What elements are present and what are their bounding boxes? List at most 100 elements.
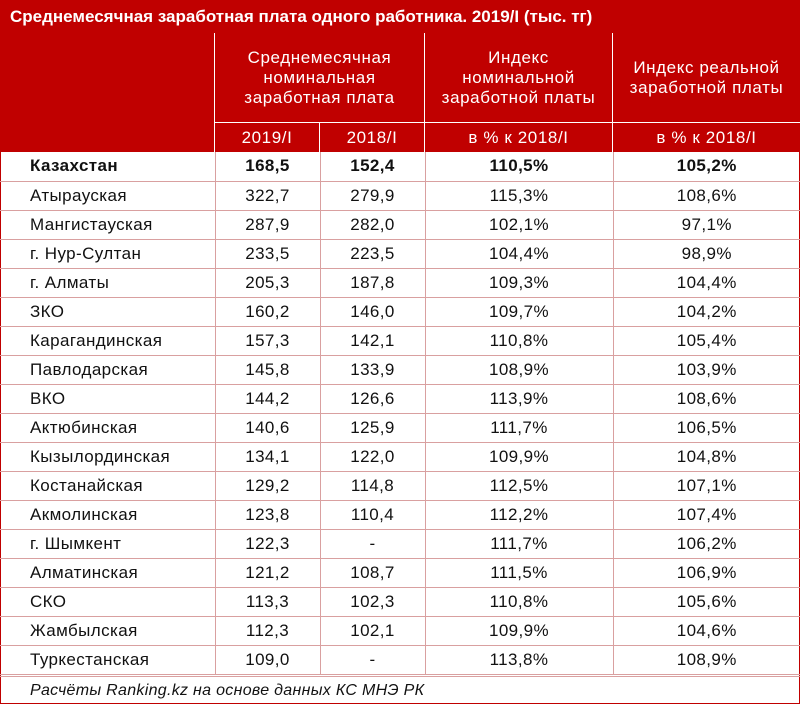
nominal-index-cell: 112,2% <box>425 500 614 530</box>
nominal-index-cell: 110,5% <box>425 152 614 182</box>
nominal-index-cell: 115,3% <box>425 181 614 211</box>
salary-2019-cell: 113,3 <box>215 587 321 617</box>
real-index-cell: 107,1% <box>613 471 800 501</box>
salary-2018-cell: 279,9 <box>320 181 426 211</box>
salary-2018-cell: - <box>320 529 426 559</box>
header-sub-nominal-pct: в % к 2018/I <box>468 127 569 147</box>
salary-2018-cell: 125,9 <box>320 413 426 443</box>
source-note: Расчёты Ranking.kz на основе данных КС М… <box>0 676 800 704</box>
nominal-index-cell: 102,1% <box>425 210 614 240</box>
salary-2018-cell: 223,5 <box>320 239 426 269</box>
real-index-cell: 108,6% <box>613 384 800 414</box>
region-cell: Алматинская <box>0 558 216 588</box>
real-index-cell: 104,2% <box>613 297 800 327</box>
salary-2019-cell: 121,2 <box>215 558 321 588</box>
nominal-index-cell: 111,7% <box>425 529 614 559</box>
nominal-index-cell: 109,7% <box>425 297 614 327</box>
salary-2018-cell: 126,6 <box>320 384 426 414</box>
real-index-cell: 104,6% <box>613 616 800 646</box>
salary-2018-cell: 122,0 <box>320 442 426 472</box>
table-row: Карагандинская 157,3 142,1 110,8% 105,4% <box>0 326 800 356</box>
nominal-index-cell: 111,5% <box>425 558 614 588</box>
header-sub-2019: 2019/I <box>241 127 293 147</box>
real-index-cell: 104,8% <box>613 442 800 472</box>
region-cell: г. Нур-Султан <box>0 239 216 269</box>
real-index-cell: 97,1% <box>613 210 800 240</box>
salary-2019-cell: 287,9 <box>215 210 321 240</box>
salary-2018-cell: 152,4 <box>320 152 426 182</box>
region-cell: Костанайская <box>0 471 216 501</box>
salary-2018-cell: 133,9 <box>320 355 426 385</box>
region-cell: Кызылординская <box>0 442 216 472</box>
salary-2019-cell: 160,2 <box>215 297 321 327</box>
table-row: Актюбинская 140,6 125,9 111,7% 106,5% <box>0 413 800 443</box>
salary-2019-cell: 123,8 <box>215 500 321 530</box>
nominal-index-cell: 109,9% <box>425 616 614 646</box>
real-index-cell: 106,9% <box>613 558 800 588</box>
table-row: Кызылординская 134,1 122,0 109,9% 104,8% <box>0 442 800 472</box>
salary-2018-cell: - <box>320 645 426 675</box>
header-nominal-salary: Среднемесячная номинальная заработная пл… <box>244 47 395 107</box>
nominal-index-cell: 111,7% <box>425 413 614 443</box>
table-row: Павлодарская 145,8 133,9 108,9% 103,9% <box>0 355 800 385</box>
salary-2019-cell: 144,2 <box>215 384 321 414</box>
nominal-index-cell: 104,4% <box>425 239 614 269</box>
real-index-cell: 106,2% <box>613 529 800 559</box>
salary-2019-cell: 109,0 <box>215 645 321 675</box>
nominal-index-cell: 113,8% <box>425 645 614 675</box>
table-row: г. Алматы 205,3 187,8 109,3% 104,4% <box>0 268 800 298</box>
region-cell: Павлодарская <box>0 355 216 385</box>
nominal-index-cell: 110,8% <box>425 326 614 356</box>
salary-2019-cell: 112,3 <box>215 616 321 646</box>
region-cell: Казахстан <box>0 152 216 182</box>
real-index-cell: 105,4% <box>613 326 800 356</box>
real-index-cell: 108,6% <box>613 181 800 211</box>
table-row: ЗКО 160,2 146,0 109,7% 104,2% <box>0 297 800 327</box>
nominal-index-cell: 109,3% <box>425 268 614 298</box>
region-cell: Актюбинская <box>0 413 216 443</box>
header-divider <box>612 33 613 152</box>
real-index-cell: 107,4% <box>613 500 800 530</box>
region-cell: Мангистауская <box>0 210 216 240</box>
salary-2018-cell: 114,8 <box>320 471 426 501</box>
table-row: Мангистауская 287,9 282,0 102,1% 97,1% <box>0 210 800 240</box>
real-index-cell: 106,5% <box>613 413 800 443</box>
salary-2019-cell: 168,5 <box>215 152 321 182</box>
salary-2018-cell: 142,1 <box>320 326 426 356</box>
table-row-total: Казахстан 168,5 152,4 110,5% 105,2% <box>0 152 800 182</box>
salary-2018-cell: 108,7 <box>320 558 426 588</box>
region-cell: Жамбылская <box>0 616 216 646</box>
header-divider <box>214 33 215 152</box>
table-row: Туркестанская 109,0-113,8% 108,9% <box>0 645 800 675</box>
region-cell: Акмолинская <box>0 500 216 530</box>
header-sub-2018: 2018/I <box>346 127 398 147</box>
salary-2019-cell: 140,6 <box>215 413 321 443</box>
table-title: Среднемесячная заработная плата одного р… <box>0 0 800 33</box>
nominal-index-cell: 110,8% <box>425 587 614 617</box>
header-divider <box>214 122 800 123</box>
real-index-cell: 105,2% <box>613 152 800 182</box>
table-row: Жамбылская 112,3 102,1 109,9% 104,6% <box>0 616 800 646</box>
salary-2018-cell: 110,4 <box>320 500 426 530</box>
nominal-index-cell: 108,9% <box>425 355 614 385</box>
salary-2018-cell: 146,0 <box>320 297 426 327</box>
nominal-index-cell: 113,9% <box>425 384 614 414</box>
header-divider <box>424 33 425 152</box>
salary-2018-cell: 282,0 <box>320 210 426 240</box>
salary-2018-cell: 187,8 <box>320 268 426 298</box>
table-row: Атырауская 322,7 279,9 115,3% 108,6% <box>0 181 800 211</box>
header-nominal-index: Индекс номинальной заработной платы <box>441 47 596 107</box>
salary-2019-cell: 157,3 <box>215 326 321 356</box>
real-index-cell: 98,9% <box>613 239 800 269</box>
salary-2019-cell: 322,7 <box>215 181 321 211</box>
real-index-cell: 103,9% <box>613 355 800 385</box>
region-cell: СКО <box>0 587 216 617</box>
region-cell: Карагандинская <box>0 326 216 356</box>
header-real-index: Индекс реальной заработной платы <box>629 57 784 97</box>
table-row: Алматинская 121,2 108,7 111,5% 106,9% <box>0 558 800 588</box>
region-cell: г. Шымкент <box>0 529 216 559</box>
region-cell: Туркестанская <box>0 645 216 675</box>
region-cell: ЗКО <box>0 297 216 327</box>
salary-2019-cell: 205,3 <box>215 268 321 298</box>
header-divider <box>319 122 320 152</box>
